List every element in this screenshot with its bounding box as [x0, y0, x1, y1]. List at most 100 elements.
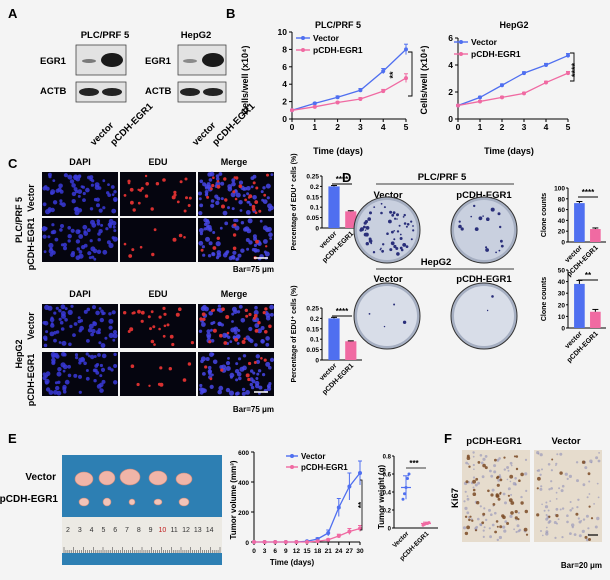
edu-cell: [178, 307, 182, 312]
y-tick-label: 600: [238, 450, 249, 457]
nucleus: [231, 207, 235, 211]
y-tick-label: 40: [558, 279, 566, 286]
edu-cell: [153, 228, 157, 232]
nucleus: [99, 374, 103, 378]
colony: [386, 232, 389, 235]
nucleus: [234, 369, 240, 374]
edu-cell: [233, 223, 237, 227]
ki67-positive: [508, 498, 513, 502]
nucleus: [89, 207, 94, 211]
ihc-nucleus: [481, 475, 485, 479]
nucleus: [258, 385, 263, 390]
nucleus: [215, 200, 220, 206]
ihc-nucleus: [465, 461, 468, 465]
sig-label: ****: [582, 188, 595, 197]
nucleus: [229, 372, 235, 378]
ihc-nucleus: [568, 474, 573, 478]
nucleus: [269, 304, 274, 310]
nucleus: [206, 334, 211, 340]
edu-cell: [152, 325, 156, 329]
panel-f: pCDH-EGR1 Vector Ki67 Bar=20 μm: [450, 436, 602, 570]
ruler-number: 3: [78, 527, 82, 534]
sig-label: ****: [336, 175, 349, 184]
nucleus: [261, 198, 264, 202]
ihc-nucleus: [559, 452, 563, 456]
series-line: [291, 77, 407, 111]
edu-cell: [211, 183, 215, 188]
x-tick-label: 21: [325, 548, 333, 555]
growth-title-hepg2: HepG2: [499, 20, 528, 30]
colony: [400, 248, 404, 252]
nucleus: [47, 235, 51, 239]
tumor-egr1: [178, 497, 190, 507]
y-tick-label: 0: [388, 527, 392, 533]
edu-cell: [145, 182, 149, 186]
y-tick-label: 0.2: [310, 316, 319, 323]
colony: [389, 210, 393, 214]
nucleus: [70, 304, 74, 308]
plate-surface: [454, 286, 514, 346]
ihc-nucleus: [509, 514, 513, 519]
nucleus: [44, 226, 48, 231]
wt-ylabel: Tumor weight (g): [377, 465, 386, 530]
ki67-positive: [484, 466, 488, 470]
ihc-nucleus: [550, 469, 554, 472]
edu-cell: [184, 177, 188, 181]
nucleus: [73, 373, 78, 378]
nucleus: [248, 326, 253, 332]
colony: [399, 233, 402, 236]
panel-letter-c: C: [8, 156, 18, 171]
ki67-positive: [537, 476, 541, 481]
legend-vector: Vector: [313, 33, 340, 43]
nucleus: [67, 309, 73, 315]
ki67-positive: [588, 538, 591, 541]
edu-cell: [219, 333, 223, 338]
edu-cell: [212, 328, 217, 333]
edu-cell: [265, 245, 268, 248]
colony: [396, 213, 399, 217]
nucleus: [263, 239, 268, 244]
nucleus: [225, 366, 231, 371]
nucleus: [262, 186, 266, 190]
edu-cell: [178, 233, 183, 238]
ki67-positive: [495, 520, 499, 523]
colony: [406, 223, 410, 226]
nucleus: [218, 172, 223, 176]
colony: [495, 251, 497, 254]
data-point: [522, 91, 526, 96]
nucleus: [108, 332, 114, 338]
y-tick-label: 0.1: [310, 337, 319, 344]
growth-ylabel-2: Cells/well (x10⁴): [419, 46, 429, 115]
nucleus: [77, 174, 81, 179]
edu-cell: [168, 367, 172, 371]
ki67-positive: [551, 458, 554, 461]
ihc-nucleus: [560, 489, 564, 493]
ihc-image: [462, 450, 530, 542]
nucleus: [42, 202, 47, 207]
y-tick-label: 0.15: [306, 326, 319, 333]
nucleus: [73, 174, 79, 180]
ki67-positive: [471, 519, 474, 522]
nucleus: [90, 332, 94, 337]
growth-chart-plc: 0 2 4 6 8 10 0 1 2 3 4 5: [278, 27, 413, 132]
nucleus: [228, 256, 233, 261]
nucleus: [91, 255, 95, 259]
growth-chart-hepg2: 0 2 4 6 0 1 2 3 4 5: [448, 33, 575, 132]
nucleus: [113, 364, 118, 368]
ruler-number: 11: [171, 527, 178, 534]
nucleus: [82, 191, 86, 196]
sig-label: ****: [336, 307, 349, 316]
band: [79, 88, 99, 96]
y-tick-label: 80: [558, 196, 566, 203]
colony: [458, 224, 462, 229]
nucleus: [45, 371, 51, 377]
nucleus: [207, 254, 212, 258]
ki67-positive: [584, 535, 588, 539]
edu-cell: [159, 366, 163, 370]
colony: [393, 244, 397, 249]
nucleus: [238, 200, 243, 205]
nucleus: [47, 305, 53, 311]
y-tick-label: 0: [245, 540, 249, 547]
colony: [381, 249, 384, 253]
